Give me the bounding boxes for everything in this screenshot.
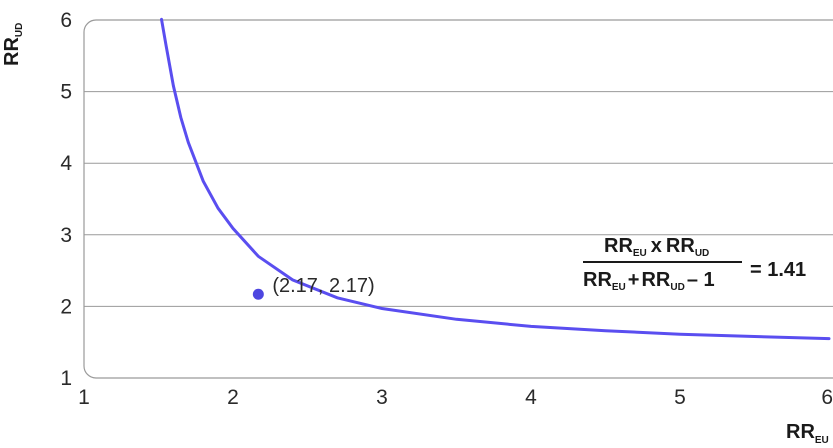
highlight-point-label: (2.17, 2.17): [272, 275, 374, 297]
y-axis-title-text: RRUD: [1, 23, 25, 66]
y-tick-label: 5: [60, 81, 72, 104]
x-tick-label: 5: [674, 386, 686, 409]
x-tick-label: 6: [821, 386, 833, 409]
plot-frame: [83, 19, 833, 379]
formula-denominator: RREU + RRUD – 1: [583, 269, 715, 293]
y-axis-ticks: 1 2 3 4 5 6: [60, 9, 72, 390]
highlight-point: [252, 288, 264, 300]
y-tick-label: 4: [60, 152, 72, 175]
y-axis-title: RRUD: [1, 23, 25, 66]
y-tick-label: 2: [60, 295, 72, 318]
formula-result: = 1.41: [750, 259, 806, 281]
x-axis-title: RREU: [786, 421, 829, 446]
x-axis-ticks: 1 2 3 4 5 6: [78, 386, 833, 409]
gridlines: [84, 91, 833, 307]
series-curve: [160, 17, 831, 341]
y-tick-label: 6: [60, 9, 72, 32]
x-tick-label: 4: [525, 386, 537, 409]
x-tick-label: 1: [78, 386, 90, 409]
plot-area: (2.17, 2.17): [83, 17, 833, 379]
formula-numerator: RREU x RRUD: [604, 235, 709, 259]
y-tick-label: 3: [60, 224, 72, 247]
x-axis-title-text: RREU: [786, 421, 829, 446]
formula-annotation: RREU x RRUD RREU + RRUD – 1 = 1.41: [583, 235, 806, 293]
x-tick-label: 2: [227, 386, 239, 409]
x-tick-label: 3: [376, 386, 388, 409]
y-tick-label: 1: [60, 367, 72, 390]
